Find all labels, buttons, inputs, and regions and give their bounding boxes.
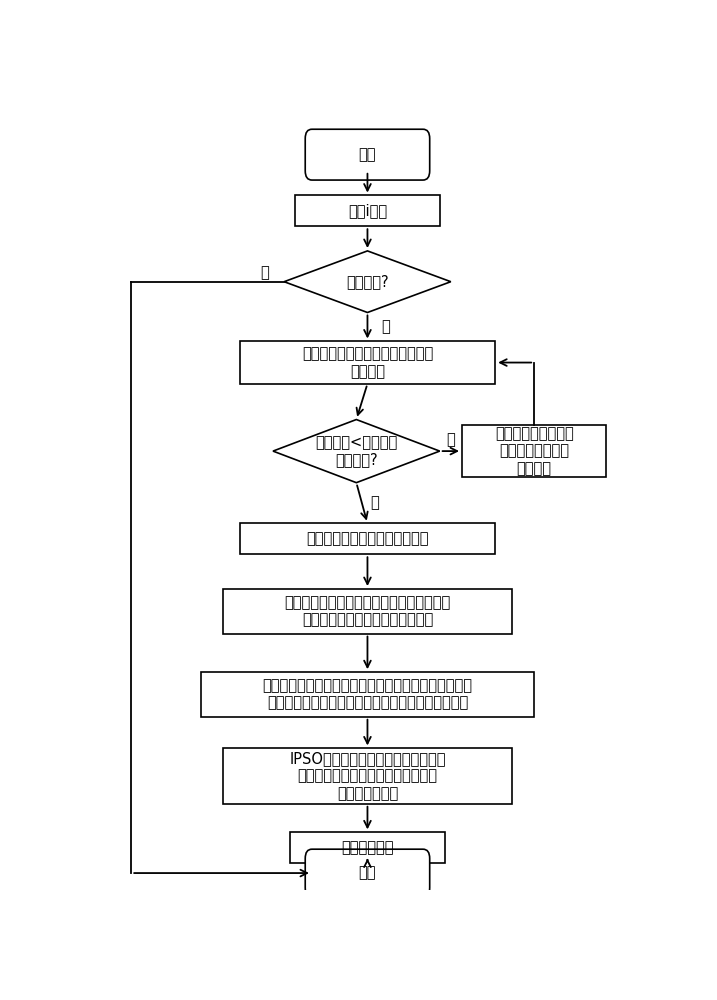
FancyBboxPatch shape xyxy=(295,195,440,226)
FancyBboxPatch shape xyxy=(462,425,607,477)
Text: 结束: 结束 xyxy=(358,866,376,881)
Text: IPSO算法优选调整策略，实现恢复计
划运行时间同时降低列车延误调整过
程中的牵引能耗: IPSO算法优选调整策略，实现恢复计 划运行时间同时降低列车延误调整过 程中的牵… xyxy=(289,751,446,801)
Text: 否: 否 xyxy=(260,265,269,280)
Text: 是: 是 xyxy=(381,319,390,334)
FancyBboxPatch shape xyxy=(239,341,495,384)
FancyBboxPatch shape xyxy=(290,832,445,863)
Text: 最优调整策略: 最优调整策略 xyxy=(341,840,394,855)
Text: 延误时间<后车追踪
冗余时间?: 延误时间<后车追踪 冗余时间? xyxy=(315,435,397,467)
Text: 是: 是 xyxy=(447,432,455,447)
Polygon shape xyxy=(273,420,440,483)
Text: 获取受延误影响的所有列车信息: 获取受延误影响的所有列车信息 xyxy=(306,531,429,546)
Text: 列车i到站: 列车i到站 xyxy=(348,203,387,218)
Text: 根据延误列车后续区间计划运行时间与最小运行时间计
算区间运行冗余时间，得到区间可调的速度等级范围: 根据延误列车后续区间计划运行时间与最小运行时间计 算区间运行冗余时间，得到区间可… xyxy=(262,678,473,711)
Text: 计算连带延误列车列
车号、延误时间、
延误站点: 计算连带延误列车列 车号、延误时间、 延误站点 xyxy=(495,426,574,476)
Text: 开始: 开始 xyxy=(358,147,376,162)
Text: 初始延误列车列车号、延误时间、
延误站点: 初始延误列车列车号、延误时间、 延误站点 xyxy=(302,346,433,379)
Text: 根据延误列车在后续站点计划停站时间及最
小停站时间计算后续停站冗余时间: 根据延误列车在后续站点计划停站时间及最 小停站时间计算后续停站冗余时间 xyxy=(285,595,450,627)
Text: 是否晚点?: 是否晚点? xyxy=(346,274,389,289)
FancyBboxPatch shape xyxy=(223,748,512,804)
Text: 否: 否 xyxy=(370,496,379,511)
FancyBboxPatch shape xyxy=(239,523,495,554)
FancyBboxPatch shape xyxy=(305,129,429,180)
Polygon shape xyxy=(284,251,451,312)
FancyBboxPatch shape xyxy=(201,672,534,717)
FancyBboxPatch shape xyxy=(223,589,512,634)
FancyBboxPatch shape xyxy=(305,849,429,897)
